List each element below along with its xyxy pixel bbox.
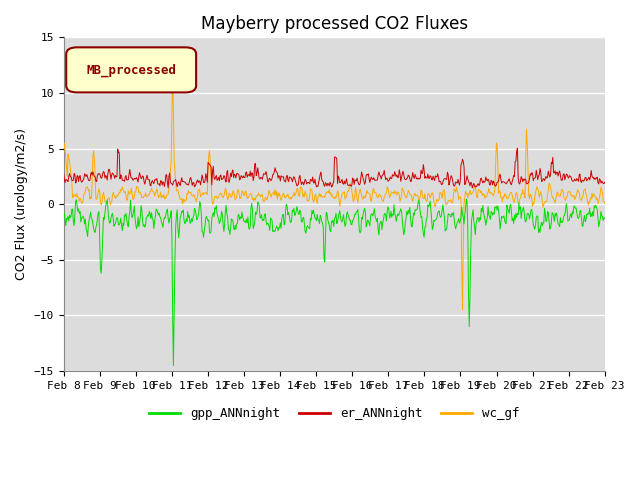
wc_gf [401, 192, 408, 197]
er_ANNnight [401, 176, 408, 181]
wc_gf [417, 192, 424, 198]
er_ANNnight [417, 175, 424, 181]
wc_gf [60, 151, 67, 157]
Line: er_ANNnight: er_ANNnight [63, 148, 605, 188]
wc_gf [459, 307, 467, 313]
wc_gf [169, 57, 177, 62]
er_ANNnight [70, 178, 77, 183]
Line: gpp_ANNnight: gpp_ANNnight [63, 199, 605, 366]
gpp_ANNnight [601, 216, 609, 221]
FancyBboxPatch shape [66, 48, 196, 93]
er_ANNnight [181, 180, 189, 185]
Title: Mayberry processed CO2 Fluxes: Mayberry processed CO2 Fluxes [200, 15, 468, 33]
er_ANNnight [209, 164, 217, 169]
er_ANNnight [60, 170, 67, 176]
gpp_ANNnight [463, 196, 470, 202]
wc_gf [209, 200, 217, 206]
gpp_ANNnight [181, 220, 189, 226]
er_ANNnight [601, 180, 609, 185]
Text: MB_processed: MB_processed [86, 63, 176, 77]
wc_gf [125, 190, 133, 196]
Y-axis label: CO2 Flux (urology/m2/s): CO2 Flux (urology/m2/s) [15, 128, 28, 280]
er_ANNnight [513, 145, 521, 151]
gpp_ANNnight [125, 215, 133, 220]
er_ANNnight [164, 185, 172, 191]
Line: wc_gf: wc_gf [63, 60, 605, 310]
gpp_ANNnight [170, 363, 177, 369]
gpp_ANNnight [70, 218, 77, 224]
wc_gf [70, 194, 77, 200]
wc_gf [601, 200, 609, 206]
wc_gf [181, 197, 189, 203]
gpp_ANNnight [60, 215, 67, 221]
gpp_ANNnight [401, 228, 408, 234]
er_ANNnight [125, 172, 133, 178]
Legend: gpp_ANNnight, er_ANNnight, wc_gf: gpp_ANNnight, er_ANNnight, wc_gf [143, 402, 525, 425]
gpp_ANNnight [417, 210, 424, 216]
gpp_ANNnight [209, 210, 217, 216]
